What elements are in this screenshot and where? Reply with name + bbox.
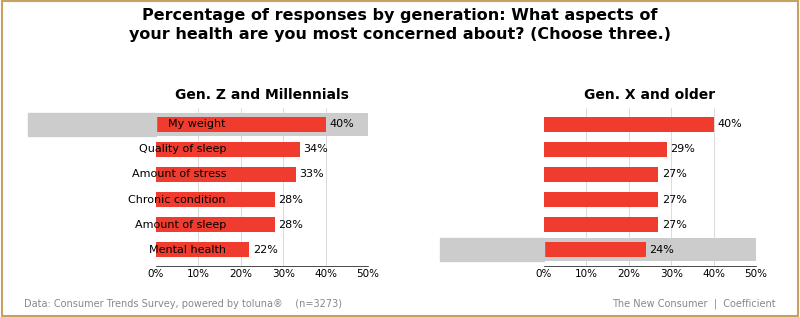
Bar	[156, 217, 274, 232]
Bar	[544, 117, 714, 132]
Text: Quality of sleep: Quality of sleep	[138, 144, 226, 154]
Title: Gen. X and older: Gen. X and older	[585, 88, 715, 102]
Bar	[544, 243, 646, 257]
Text: 29%: 29%	[670, 144, 695, 154]
Text: 28%: 28%	[278, 195, 303, 204]
Text: 28%: 28%	[278, 220, 303, 230]
Bar	[156, 192, 274, 207]
Bar	[156, 142, 300, 157]
Bar	[156, 243, 250, 257]
Text: Amount of sleep: Amount of sleep	[134, 220, 226, 230]
Bar	[544, 167, 658, 182]
Title: Gen. Z and Millennials: Gen. Z and Millennials	[175, 88, 349, 102]
Text: Amount of stress: Amount of stress	[131, 170, 226, 179]
Text: My weight: My weight	[169, 119, 226, 129]
Text: Mental health: Mental health	[149, 245, 226, 255]
Text: The New Consumer  |  Coefficient: The New Consumer | Coefficient	[612, 299, 776, 309]
Text: 34%: 34%	[303, 144, 328, 154]
Text: 40%: 40%	[717, 119, 742, 129]
Text: 24%: 24%	[649, 245, 674, 255]
Bar	[544, 217, 658, 232]
Text: Chronic condition: Chronic condition	[129, 195, 226, 204]
Text: 33%: 33%	[299, 170, 324, 179]
Bar	[156, 117, 326, 132]
Text: Percentage of responses by generation: What aspects of
your health are you most : Percentage of responses by generation: W…	[129, 8, 671, 42]
Bar	[544, 238, 756, 262]
Text: 27%: 27%	[662, 170, 686, 179]
Text: 22%: 22%	[253, 245, 278, 255]
Bar	[156, 167, 296, 182]
Text: Data: Consumer Trends Survey, powered by toluna®    (n=3273): Data: Consumer Trends Survey, powered by…	[24, 299, 342, 309]
Bar	[544, 142, 667, 157]
Bar	[544, 192, 658, 207]
Text: 27%: 27%	[662, 220, 686, 230]
Bar	[156, 113, 368, 136]
Text: 40%: 40%	[329, 119, 354, 129]
Text: 27%: 27%	[662, 195, 686, 204]
